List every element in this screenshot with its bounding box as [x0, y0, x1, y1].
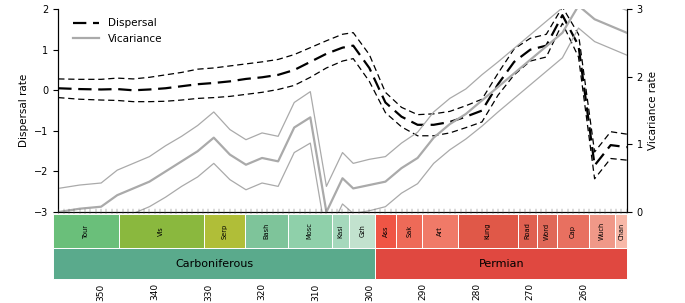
Text: Word: Word — [544, 222, 549, 240]
Text: 340: 340 — [150, 283, 160, 301]
Text: Mosc: Mosc — [307, 223, 313, 239]
Text: Vis: Vis — [158, 226, 164, 236]
Bar — [349, 214, 375, 248]
Text: 310: 310 — [311, 283, 320, 301]
Bar — [53, 214, 119, 248]
Text: Sak: Sak — [406, 225, 412, 237]
Text: Cap: Cap — [570, 225, 575, 238]
Bar — [375, 214, 396, 248]
Text: 300: 300 — [365, 283, 374, 301]
Text: 280: 280 — [472, 283, 481, 301]
Bar — [518, 214, 536, 248]
Text: 260: 260 — [580, 283, 588, 301]
Text: Permian: Permian — [478, 258, 524, 269]
Bar — [588, 214, 615, 248]
Bar — [119, 214, 203, 248]
Bar — [458, 214, 518, 248]
Text: Art: Art — [437, 226, 443, 236]
Text: Wuch: Wuch — [599, 222, 605, 240]
Text: Gzh: Gzh — [360, 225, 365, 238]
Text: 290: 290 — [419, 283, 427, 301]
Text: Serp: Serp — [221, 223, 227, 239]
Text: Tour: Tour — [83, 224, 89, 238]
Legend: Dispersal, Vicariance: Dispersal, Vicariance — [69, 14, 166, 48]
Text: Chan: Chan — [619, 222, 624, 240]
Text: Ass: Ass — [383, 225, 388, 237]
Bar — [332, 214, 349, 248]
Bar — [53, 248, 375, 279]
Y-axis label: Dispersal rate: Dispersal rate — [18, 74, 29, 147]
Bar — [556, 214, 588, 248]
Text: Kasi: Kasi — [338, 224, 344, 238]
Bar — [375, 248, 627, 279]
Bar — [536, 214, 556, 248]
Text: 270: 270 — [525, 283, 535, 301]
Text: Bash: Bash — [263, 223, 269, 239]
Bar — [423, 214, 458, 248]
Bar — [245, 214, 288, 248]
Bar — [288, 214, 332, 248]
Text: 320: 320 — [258, 283, 266, 301]
Text: Road: Road — [524, 223, 530, 239]
Text: 330: 330 — [204, 283, 213, 301]
Text: Kung: Kung — [485, 223, 491, 239]
Text: 350: 350 — [97, 283, 105, 301]
Y-axis label: Vicariance rate: Vicariance rate — [648, 71, 658, 150]
Bar — [615, 214, 627, 248]
Bar — [396, 214, 423, 248]
Bar — [203, 214, 245, 248]
Text: Carboniferous: Carboniferous — [175, 258, 253, 269]
